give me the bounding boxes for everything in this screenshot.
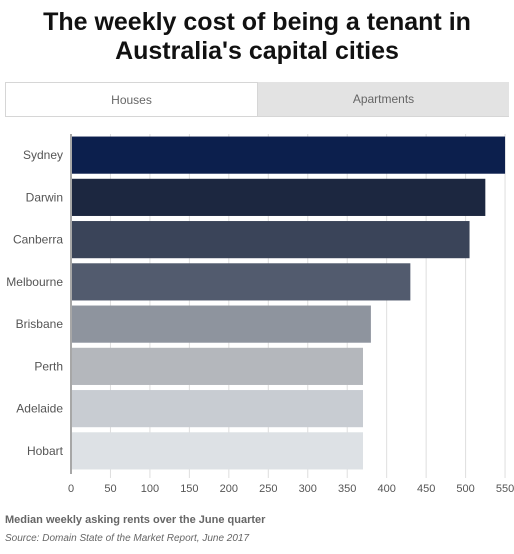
bar-melbourne[interactable] — [72, 263, 411, 301]
bar-perth[interactable] — [72, 347, 363, 385]
x-tick-label: 50 — [104, 483, 116, 495]
tick-labels: 0 50 100 150 200 250 300 350 400 450 500 550 — [68, 483, 514, 495]
category-labels: Sydney Darwin Canberra Melbourne Brisbane Per… — [6, 148, 63, 458]
bar-brisbane[interactable] — [72, 305, 371, 343]
category-label: Adelaide — [16, 402, 63, 416]
chart-title-line1: The weekly cost of being a tenant in — [43, 8, 471, 36]
x-tick-label: 0 — [68, 483, 74, 495]
category-label: Brisbane — [16, 317, 64, 331]
bar-canberra[interactable] — [72, 221, 470, 259]
tab-houses[interactable]: Houses — [5, 82, 258, 116]
bar-sydney[interactable] — [72, 136, 506, 174]
x-tick-label: 500 — [456, 483, 474, 495]
category-label: Perth — [34, 359, 63, 373]
category-label: Melbourne — [6, 275, 63, 289]
x-tick-label: 150 — [180, 483, 198, 495]
tab-apartments[interactable]: Apartments — [258, 82, 509, 116]
x-tick-label: 200 — [220, 483, 238, 495]
bars — [72, 136, 506, 470]
bar-hobart[interactable] — [72, 432, 363, 470]
tab-divider — [5, 116, 509, 117]
category-label: Darwin — [26, 190, 63, 204]
x-tick-label: 550 — [496, 483, 514, 495]
footnote: Median weekly asking rents over the June… — [5, 514, 266, 526]
tab-bar: Houses Apartments — [5, 82, 509, 116]
bar-adelaide[interactable] — [72, 390, 363, 428]
x-tick-label: 300 — [299, 483, 317, 495]
source-note: Source: Domain State of the Market Repor… — [5, 533, 250, 544]
x-tick-label: 100 — [141, 483, 159, 495]
x-tick-label: 350 — [338, 483, 356, 495]
bar-darwin[interactable] — [72, 178, 486, 216]
x-tick-label: 450 — [417, 483, 435, 495]
category-label: Hobart — [27, 444, 64, 458]
chart-title-line2: Australia's capital cities — [115, 37, 399, 65]
x-tick-label: 250 — [259, 483, 277, 495]
category-label: Canberra — [13, 233, 63, 247]
category-label: Sydney — [23, 148, 63, 162]
x-tick-label: 400 — [377, 483, 395, 495]
chart-title: The weekly cost of being a tenant in Aus… — [0, 8, 514, 66]
